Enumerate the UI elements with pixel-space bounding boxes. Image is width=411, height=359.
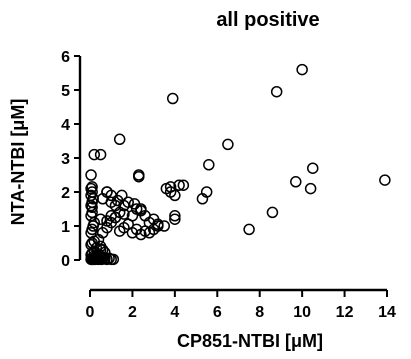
data-point bbox=[94, 148, 107, 161]
y-tick-label: 0 bbox=[61, 253, 70, 270]
x-axis-label: CP851-NTBI [μM] bbox=[177, 331, 323, 351]
data-point bbox=[203, 159, 215, 171]
data-point bbox=[173, 179, 185, 191]
data-point bbox=[85, 169, 97, 181]
y-axis: 0 1 2 3 4 5 6 bbox=[61, 49, 82, 270]
data-point bbox=[270, 85, 283, 98]
data-point bbox=[94, 213, 107, 225]
data-point bbox=[113, 133, 126, 146]
chart-title: all positive bbox=[216, 9, 319, 31]
x-tick-label: 0 bbox=[86, 304, 95, 321]
y-tick-label: 1 bbox=[61, 219, 70, 236]
y-tick-label: 5 bbox=[61, 83, 70, 100]
data-point bbox=[304, 182, 317, 195]
x-tick-label: 2 bbox=[128, 304, 137, 321]
data-point bbox=[169, 210, 181, 222]
x-axis: 0 2 4 6 8 10 12 14 bbox=[86, 288, 396, 321]
data-point bbox=[164, 181, 177, 193]
x-tick-label: 8 bbox=[255, 304, 264, 321]
y-tick-label: 3 bbox=[61, 151, 70, 168]
y-axis-label: NTA-NTBI [μM] bbox=[8, 99, 28, 226]
data-point bbox=[96, 244, 109, 256]
data-point bbox=[86, 181, 98, 193]
x-tick-label: 14 bbox=[378, 304, 396, 321]
x-tick-label: 6 bbox=[213, 304, 222, 321]
data-point bbox=[266, 206, 279, 219]
data-point bbox=[169, 213, 181, 225]
data-point bbox=[86, 201, 98, 214]
data-point bbox=[130, 203, 143, 215]
data-point bbox=[109, 199, 122, 212]
data-point bbox=[243, 223, 255, 236]
y-tick-label: 2 bbox=[61, 185, 70, 202]
data-point bbox=[379, 174, 391, 186]
data-point bbox=[307, 162, 319, 174]
data-points bbox=[85, 63, 391, 266]
data-point bbox=[133, 169, 145, 181]
y-tick-label: 4 bbox=[61, 117, 70, 134]
x-tick-label: 10 bbox=[293, 304, 311, 321]
x-tick-label: 4 bbox=[170, 304, 179, 321]
data-point bbox=[118, 208, 130, 220]
data-point bbox=[200, 186, 213, 198]
x-tick-label: 12 bbox=[336, 304, 354, 321]
data-point bbox=[296, 63, 308, 76]
data-point bbox=[158, 220, 170, 232]
data-point bbox=[177, 179, 190, 191]
data-point bbox=[107, 253, 120, 266]
y-tick-label: 6 bbox=[61, 49, 70, 66]
data-point bbox=[139, 210, 151, 222]
data-point bbox=[152, 218, 164, 231]
data-point bbox=[88, 148, 100, 161]
data-point bbox=[222, 138, 234, 151]
data-point bbox=[118, 199, 130, 212]
data-point bbox=[290, 176, 302, 188]
data-point bbox=[166, 92, 179, 105]
